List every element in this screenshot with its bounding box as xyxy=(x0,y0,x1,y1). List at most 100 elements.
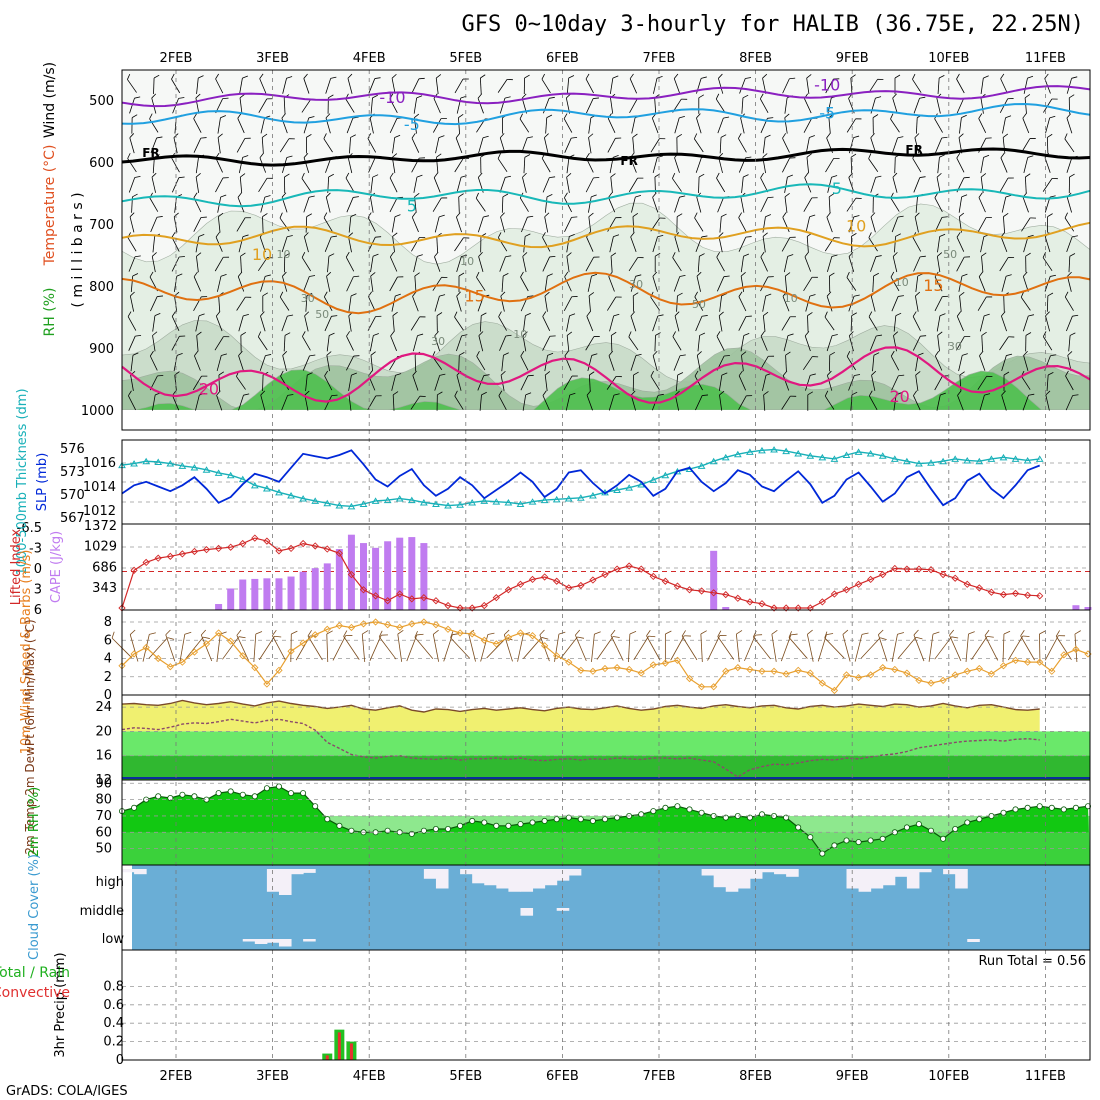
wind-speed-point xyxy=(854,674,863,682)
wind-barb xyxy=(629,73,638,94)
wind-barb-flag xyxy=(419,157,425,159)
wind-barb-shaft xyxy=(370,97,373,114)
wind-barb xyxy=(1044,195,1056,213)
wind-barb xyxy=(868,311,878,331)
wind-barb-shaft xyxy=(915,355,919,372)
grads-credit: GrADS: COLA/IGES xyxy=(6,1084,128,1099)
wind-barb-shaft xyxy=(824,395,835,410)
wind-barb-flag xyxy=(608,192,613,198)
wind-barb xyxy=(825,157,840,173)
wind10m-barb xyxy=(307,630,323,661)
wind-barb-flag xyxy=(593,97,600,99)
wind10m-barb xyxy=(258,635,282,660)
wind-barb xyxy=(694,212,704,232)
wind-barb-shaft xyxy=(979,315,985,332)
wind-barb-flag xyxy=(743,174,749,178)
wind-barb-flag xyxy=(1023,350,1028,356)
wind-barb-flag xyxy=(548,96,555,99)
wind-barb-flag xyxy=(701,315,708,317)
precip-ylabel-conv: Convective xyxy=(0,985,70,1001)
wind-barb-shaft xyxy=(1002,117,1006,134)
wind-barb-flag xyxy=(826,133,831,139)
cloud-gap-high xyxy=(134,869,147,875)
lifted-index-point xyxy=(396,590,404,598)
wind-barb-shaft xyxy=(587,355,593,372)
wind-barb-shaft xyxy=(392,315,395,332)
wind-barb-flag xyxy=(438,135,445,138)
wind-barb-shaft xyxy=(499,177,506,193)
wind-speed-point xyxy=(1011,656,1020,664)
wind-barb-shaft xyxy=(478,256,484,273)
wind-barb-flag xyxy=(1029,138,1036,139)
wind-barb-flag xyxy=(716,331,721,337)
wind-barb xyxy=(892,172,898,193)
wind10m-barb-flag xyxy=(788,631,792,638)
wind-barb xyxy=(630,274,642,292)
wind-barb xyxy=(130,352,139,372)
cloud-level-label: middle xyxy=(80,904,124,919)
wind-barb-flag xyxy=(478,172,483,178)
wind-barb-flag xyxy=(223,336,230,338)
wind-barb-shaft xyxy=(1021,217,1031,232)
wind-barb xyxy=(915,291,921,312)
wind-barb-flag xyxy=(672,172,676,179)
wind-barb xyxy=(782,212,790,233)
wind-barb xyxy=(1045,390,1051,411)
wind-barb xyxy=(236,296,252,311)
wind-barb xyxy=(740,272,746,292)
wind-barb xyxy=(128,390,136,411)
wind10m-barb-flag xyxy=(880,637,887,641)
wind-barb xyxy=(523,74,530,95)
wind-barb-shaft xyxy=(432,277,442,291)
wind-barb-shaft xyxy=(566,157,570,174)
wind-barb xyxy=(458,193,464,213)
wind-barb xyxy=(978,192,986,213)
wind10m-barb xyxy=(200,629,213,662)
chart-title: GFS 0~10day 3-hourly for HALIB (36.75E, … xyxy=(461,12,1084,37)
wind-barb-flag xyxy=(697,351,702,356)
wind-barb xyxy=(563,296,578,312)
wind-speed-point xyxy=(178,658,187,666)
wind-barb-flag xyxy=(481,312,487,316)
wind-barb-flag xyxy=(1030,217,1036,219)
wind10m-barb-flag xyxy=(416,633,424,636)
wind-barb xyxy=(1067,271,1072,292)
wind-barb-shaft xyxy=(738,236,747,252)
wind-barb xyxy=(324,394,338,411)
lifted-index-point xyxy=(456,604,464,612)
rh-contour-label: 30 xyxy=(301,292,315,305)
wind-barb xyxy=(565,392,576,411)
wind-barb-shaft xyxy=(217,137,221,154)
wind-barb xyxy=(913,176,926,193)
wind-barb-flag xyxy=(432,351,436,357)
wind-barb-shaft xyxy=(717,197,724,213)
wind-barb-flag xyxy=(760,331,765,337)
wind-barb xyxy=(1042,252,1053,272)
wind-barb-flag xyxy=(694,291,698,298)
wind-barb-shaft xyxy=(697,256,700,273)
wind-barb xyxy=(348,232,354,253)
wind-barb xyxy=(829,351,835,372)
wind10m-barb-shaft xyxy=(633,635,649,661)
wind-barb-flag xyxy=(345,172,350,179)
wind-barb-shaft xyxy=(673,78,681,94)
wind-barb xyxy=(913,255,926,272)
wind-barb xyxy=(738,236,752,252)
wind-barb xyxy=(717,116,730,134)
wind-barb xyxy=(279,291,290,311)
wind-barb xyxy=(824,390,835,410)
wind-barb-flag xyxy=(746,315,752,317)
wind-barb-shaft xyxy=(149,355,158,371)
wind-barb-shaft xyxy=(740,256,744,273)
cape-bar xyxy=(722,607,730,610)
wind10m-barb xyxy=(788,631,808,659)
wind-barb xyxy=(240,252,246,273)
wind-barb-shaft xyxy=(500,295,505,312)
wind-barb xyxy=(587,353,598,372)
wind-barb-flag xyxy=(416,174,423,178)
wind-barb xyxy=(738,315,752,331)
wind-barb xyxy=(585,177,600,193)
wind-barb-flag xyxy=(784,113,790,119)
wind-barb-shaft xyxy=(672,178,682,192)
wind-barb-shaft xyxy=(194,355,201,371)
